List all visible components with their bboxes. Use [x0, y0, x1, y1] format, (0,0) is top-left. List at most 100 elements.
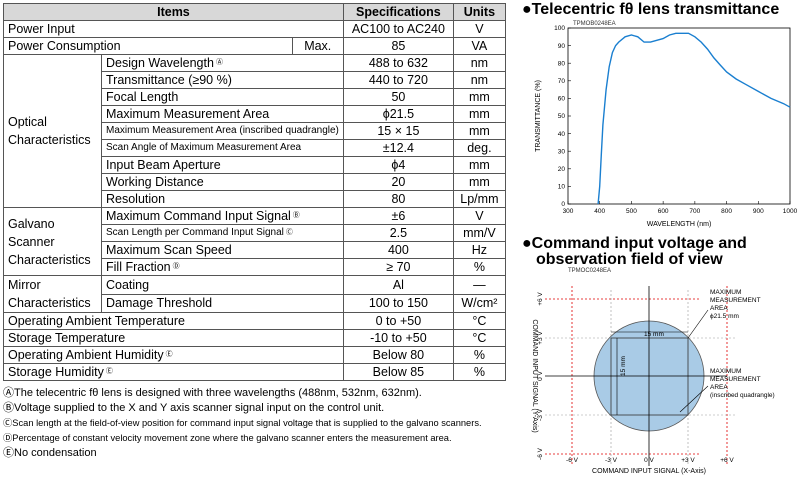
- item-label-text: Maximum Measurement Area (inscribed quad…: [106, 125, 339, 136]
- y-axis-label: TRANSMITTANCE (%): [535, 80, 542, 152]
- item-label-text: Operating Ambient Humidity: [8, 348, 164, 362]
- item-label-text: Design Wavelength: [106, 56, 214, 70]
- x-tick-label: 1000: [783, 208, 798, 215]
- transmittance-heading: ●Telecentric fθ lens transmittance: [522, 1, 780, 18]
- x-axis-label: COMMAND INPUT SIGNAL (X-Axis): [592, 468, 706, 475]
- field-heading-line1: ●Command input voltage and: [522, 235, 747, 252]
- x-axis-label: WAVELENGTH (nm): [647, 221, 712, 228]
- x-tick-label: 400: [594, 208, 605, 215]
- item-label: Storage Temperature: [3, 329, 344, 347]
- item-label: Scan Length per Command Input Signal Ⓒ: [101, 224, 344, 242]
- x-tick-label: +6 V: [720, 457, 734, 464]
- spec-value: ϕ21.5: [342, 105, 454, 123]
- y-tick-label: 100: [554, 25, 565, 32]
- x-tick-label: 0 V: [644, 457, 654, 464]
- y-tick-label: 20: [558, 166, 566, 173]
- table-row: Power Consumption Max. 85 VA: [3, 37, 506, 55]
- specifications-header: Specifications: [342, 3, 454, 21]
- spec-value: 2.5: [342, 224, 454, 242]
- item-label-text: Working Distance: [106, 175, 204, 189]
- y-tick-label: -6 V: [537, 447, 544, 460]
- unit-value: Lp/mm: [452, 190, 506, 208]
- items-header: Items: [3, 3, 344, 21]
- item-label: Power Consumption: [3, 37, 293, 55]
- y-tick-label: +3 V: [537, 331, 544, 345]
- table-row: Scan Angle of Maximum Measurement Area ±1…: [4, 139, 506, 157]
- footnote: ⒺNo condensation: [3, 447, 97, 459]
- x-tick-label: +3 V: [681, 457, 695, 464]
- footnote-marker: Ⓑ: [292, 212, 300, 219]
- item-label: Design Wavelength Ⓐ: [101, 54, 344, 72]
- item-label-text: Focal Length: [106, 90, 179, 104]
- item-label: Maximum Measurement Area (inscribed quad…: [101, 122, 344, 140]
- item-label-text: Scan Angle of Maximum Measurement Area: [106, 142, 302, 153]
- group-label: Galvano Scanner Characteristics: [3, 207, 102, 276]
- y-tick-label: +6 V: [537, 292, 544, 306]
- table-row: Optical Characteristics Design Wavelength…: [3, 54, 506, 208]
- y-tick-label: -3 V: [537, 408, 544, 421]
- footnote-marker: Ⓔ: [105, 368, 113, 375]
- spec-value: 20: [342, 173, 454, 191]
- transmittance-figure-code: TPMOB0248EA: [573, 21, 616, 27]
- item-label: Fill Fraction Ⓓ: [101, 258, 344, 276]
- unit-value: %: [452, 363, 506, 381]
- table-row: Maximum Measurement Area (inscribed quad…: [4, 122, 506, 140]
- item-label: Maximum Measurement Area: [101, 105, 344, 123]
- spec-value: ≥ 70: [342, 258, 454, 276]
- y-tick-label: 80: [558, 60, 566, 67]
- item-label: Transmittance (≥90 %): [101, 71, 344, 89]
- item-label: Coating: [101, 275, 344, 295]
- x-tick-label: 300: [563, 208, 574, 215]
- footnote-marker: Ⓓ: [172, 263, 180, 270]
- field-figure-code: TPMOC0248EA: [568, 268, 612, 274]
- item-label: Scan Angle of Maximum Measurement Area: [101, 139, 344, 157]
- callout-text: MEASUREMENT: [710, 297, 761, 304]
- spec-value: Below 85: [342, 363, 454, 381]
- callout-leader: [687, 309, 709, 339]
- item-label: Maximum Command Input Signal Ⓑ: [101, 207, 344, 225]
- unit-value: W/cm²: [452, 293, 506, 313]
- item-label-text: Resolution: [106, 192, 166, 206]
- spec-value: 85: [342, 37, 454, 55]
- transmittance-series-line: [597, 32, 791, 205]
- inscribed-quadrangle: [610, 337, 689, 416]
- field-of-view-diagram: 15 mm 15 mm MAXIMUM MEASUREMENT AREA ϕ21…: [531, 286, 775, 475]
- callout-text: MAXIMUM: [710, 368, 741, 375]
- spec-value: 488 to 632: [342, 54, 454, 72]
- footnote: ⒸScan length at the field-of-view positi…: [3, 418, 482, 428]
- x-tick-label: 900: [753, 208, 764, 215]
- table-row: Operating Ambient Humidity Ⓔ Below 80%: [3, 346, 506, 364]
- table-row: Scan Length per Command Input Signal Ⓒ 2.5…: [4, 224, 506, 242]
- y-tick-label: 60: [558, 96, 566, 103]
- footnote: ⒶThe telecentric fθ lens is designed wit…: [3, 387, 422, 399]
- item-label-text: Scan Length per Command Input Signal: [106, 227, 284, 238]
- table-row: Fill Fraction Ⓓ ≥ 70%: [4, 258, 506, 276]
- group-label: Mirror Characteristics: [3, 275, 102, 313]
- x-tick-labels: -6 V -3 V 0 V +3 V +6 V: [566, 457, 734, 464]
- unit-value: mm/V: [452, 224, 506, 242]
- table-row: Galvano Scanner Characteristics Maximum C…: [3, 207, 506, 276]
- specifications-table: Items Specifications Units Power Input A…: [3, 3, 506, 381]
- footnote-marker: Ⓒ: [285, 229, 293, 236]
- spec-value: Al: [342, 275, 454, 295]
- item-label-text: Maximum Measurement Area: [106, 107, 270, 121]
- callout-text: (inscribed quadrangle): [710, 392, 775, 399]
- footnotes: ⒶThe telecentric fθ lens is designed wit…: [3, 386, 482, 461]
- y-tick-label: 0: [561, 201, 565, 208]
- spec-value: 80: [342, 190, 454, 208]
- spec-value: 100 to 150: [342, 293, 454, 313]
- item-label: Damage Threshold: [101, 293, 344, 313]
- spec-value: 0 to +50: [342, 312, 454, 330]
- item-label: Operating Ambient Humidity Ⓔ: [3, 346, 344, 364]
- footnote-marker: Ⓐ: [215, 59, 223, 66]
- table-row: Focal Length 50 mm: [4, 88, 506, 106]
- table-row: Storage Humidity Ⓔ Below 85%: [3, 363, 506, 381]
- spec-value: -10 to +50: [342, 329, 454, 347]
- table-row: Power Input AC100 to AC240 V: [3, 20, 506, 38]
- spec-value: AC100 to AC240: [342, 20, 454, 38]
- callout-text: AREA: [710, 384, 728, 391]
- y-tick-label: 90: [558, 43, 566, 50]
- callout-max-area: MAXIMUM MEASUREMENT AREA ϕ21.5 mm: [710, 289, 761, 320]
- unit-value: %: [452, 258, 506, 276]
- callout-leader: [679, 385, 709, 413]
